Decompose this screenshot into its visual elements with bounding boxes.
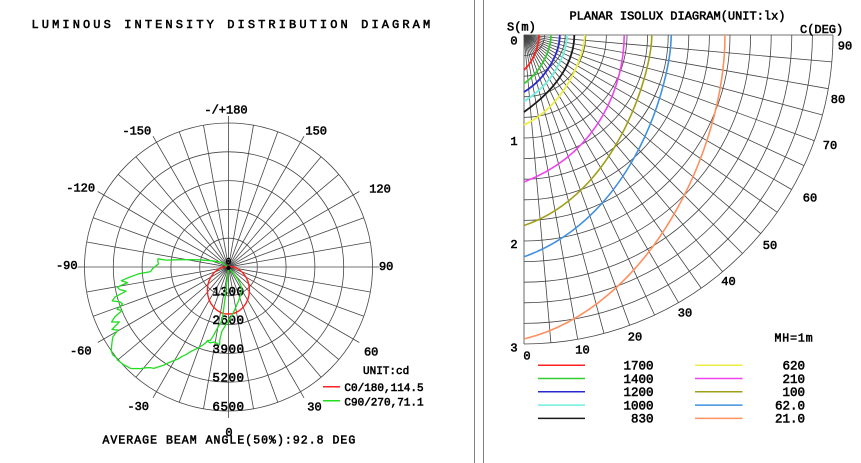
svg-text:-90: -90 [56, 259, 78, 273]
svg-text:LUMINOUS INTENSITY DISTRIBUTIO: LUMINOUS INTENSITY DISTRIBUTION DIAGRAM [32, 18, 434, 32]
svg-text:80: 80 [831, 93, 845, 107]
svg-text:90: 90 [379, 260, 393, 274]
svg-text:60: 60 [364, 346, 378, 360]
svg-text:21.0: 21.0 [775, 413, 805, 427]
svg-text:20: 20 [628, 331, 642, 345]
svg-text:3: 3 [510, 342, 517, 356]
svg-text:MH=1m: MH=1m [774, 333, 813, 346]
svg-text:-120: -120 [66, 182, 95, 196]
svg-text:1200: 1200 [623, 386, 653, 400]
svg-text:210: 210 [782, 373, 805, 387]
svg-text:62.0: 62.0 [775, 399, 805, 413]
svg-text:S(m): S(m) [507, 21, 536, 35]
svg-text:830: 830 [631, 413, 654, 427]
svg-text:AVERAGE BEAM ANGLE(50%):92.8 D: AVERAGE BEAM ANGLE(50%):92.8 DEG [103, 435, 357, 448]
svg-text:100: 100 [782, 386, 805, 400]
svg-text:3900: 3900 [212, 343, 244, 357]
svg-text:70: 70 [823, 139, 837, 153]
svg-text:1000: 1000 [623, 399, 653, 413]
svg-text:C(DEG): C(DEG) [800, 23, 843, 37]
svg-text:90: 90 [838, 40, 852, 54]
svg-text:5200: 5200 [212, 372, 244, 386]
svg-text:0: 0 [510, 34, 517, 48]
svg-text:30: 30 [678, 307, 692, 321]
svg-text:UNIT:cd: UNIT:cd [363, 366, 409, 378]
svg-text:1400: 1400 [623, 373, 653, 387]
svg-text:-30: -30 [127, 400, 149, 414]
svg-text:40: 40 [721, 275, 735, 289]
svg-text:50: 50 [763, 239, 777, 253]
svg-text:-60: -60 [70, 345, 92, 359]
svg-text:150: 150 [305, 125, 327, 139]
svg-text:10: 10 [575, 344, 589, 358]
svg-text:C90/270,71.1: C90/270,71.1 [344, 397, 424, 409]
svg-text:1: 1 [510, 135, 517, 149]
svg-text:6500: 6500 [212, 401, 244, 415]
svg-text:-150: -150 [122, 125, 151, 139]
svg-text:C0/180,114.5: C0/180,114.5 [344, 383, 423, 395]
svg-text:1300: 1300 [212, 285, 244, 299]
svg-text:120: 120 [369, 183, 391, 197]
svg-text:2: 2 [510, 238, 517, 252]
svg-text:30: 30 [307, 401, 321, 415]
svg-text:60: 60 [803, 192, 817, 206]
svg-text:620: 620 [782, 360, 805, 374]
svg-text:PLANAR ISOLUX DIAGRAM(UNIT:lx): PLANAR ISOLUX DIAGRAM(UNIT:lx) [569, 9, 785, 23]
svg-text:1700: 1700 [623, 360, 653, 374]
svg-text:0: 0 [225, 426, 232, 440]
svg-text:0: 0 [523, 349, 530, 363]
svg-text:0: 0 [226, 256, 232, 267]
svg-text:-/+180: -/+180 [204, 104, 247, 118]
